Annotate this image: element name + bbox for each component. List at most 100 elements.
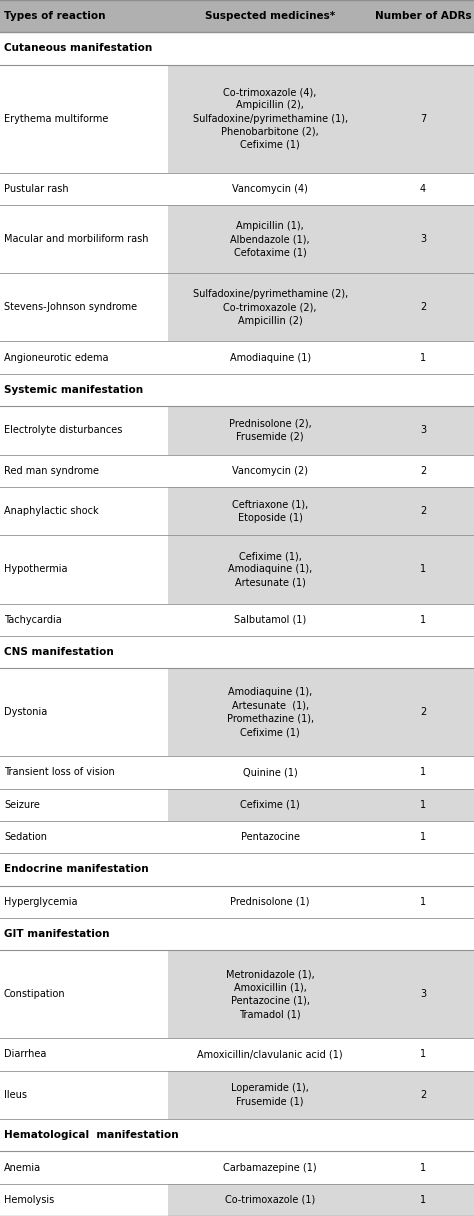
Bar (168, 756, 474, 789)
Text: Angioneurotic edema: Angioneurotic edema (4, 353, 109, 362)
Text: Number of ADRs: Number of ADRs (375, 11, 471, 21)
Text: Prednisolone (1): Prednisolone (1) (230, 896, 310, 907)
Bar (168, 274, 474, 342)
Text: Red man syndrome: Red man syndrome (4, 466, 99, 475)
Text: 2: 2 (420, 303, 426, 313)
Bar (0, 1183, 168, 1216)
Text: Cutaneous manifestation: Cutaneous manifestation (4, 44, 152, 54)
Text: Systemic manifestation: Systemic manifestation (4, 385, 143, 395)
Bar (0, 950, 168, 1038)
Bar (0, 373, 474, 406)
Text: Quinine (1): Quinine (1) (243, 767, 298, 777)
Text: 1: 1 (420, 767, 426, 777)
Bar (168, 173, 474, 204)
Text: Hyperglycemia: Hyperglycemia (4, 896, 78, 907)
Bar (0, 1152, 168, 1183)
Bar (0, 669, 168, 756)
Text: 3: 3 (420, 426, 426, 435)
Text: 2: 2 (420, 506, 426, 516)
Text: 3: 3 (420, 990, 426, 1000)
Text: 2: 2 (420, 466, 426, 475)
Text: Hypothermia: Hypothermia (4, 564, 67, 574)
Text: 1: 1 (420, 800, 426, 810)
Text: Ileus: Ileus (4, 1090, 27, 1099)
Text: CNS manifestation: CNS manifestation (4, 647, 114, 657)
Bar (168, 535, 474, 603)
Text: 1: 1 (420, 832, 426, 843)
Text: Amodiaquine (1): Amodiaquine (1) (229, 353, 311, 362)
Text: Diarrhea: Diarrhea (4, 1049, 46, 1059)
Text: 2: 2 (420, 708, 426, 717)
Text: Co-trimoxazole (1): Co-trimoxazole (1) (225, 1195, 315, 1205)
Text: Erythema multiforme: Erythema multiforme (4, 113, 109, 124)
Bar (0, 342, 168, 373)
Bar (0, 603, 168, 636)
Bar (0, 204, 168, 274)
Bar (0, 406, 168, 455)
Bar (168, 1183, 474, 1216)
Text: Types of reaction: Types of reaction (4, 11, 106, 21)
Text: Prednisolone (2),
Frusemide (2): Prednisolone (2), Frusemide (2) (229, 418, 311, 441)
Bar (168, 1152, 474, 1183)
Bar (0, 455, 168, 486)
Text: Anaphylactic shock: Anaphylactic shock (4, 506, 99, 516)
Bar (0, 173, 168, 204)
Bar (0, 486, 168, 535)
Text: Anemia: Anemia (4, 1162, 41, 1172)
Text: Suspected medicines*: Suspected medicines* (205, 11, 335, 21)
Text: Amodiaquine (1),
Artesunate  (1),
Promethazine (1),
Cefixime (1): Amodiaquine (1), Artesunate (1), Prometh… (227, 687, 314, 737)
Text: 2: 2 (420, 1090, 426, 1099)
Text: Hematological  manifestation: Hematological manifestation (4, 1130, 179, 1141)
Bar (0, 821, 168, 854)
Bar (168, 455, 474, 486)
Bar (168, 64, 474, 173)
Bar (168, 950, 474, 1038)
Bar (0, 274, 168, 342)
Bar (0, 0, 474, 33)
Text: GIT manifestation: GIT manifestation (4, 929, 109, 939)
Bar (168, 1038, 474, 1070)
Text: Macular and morbiliform rash: Macular and morbiliform rash (4, 233, 148, 244)
Bar (168, 789, 474, 821)
Text: Stevens-Johnson syndrome: Stevens-Johnson syndrome (4, 303, 137, 313)
Bar (168, 486, 474, 535)
Text: 3: 3 (420, 233, 426, 244)
Text: Metronidazole (1),
Amoxicillin (1),
Pentazocine (1),
Tramadol (1): Metronidazole (1), Amoxicillin (1), Pent… (226, 969, 315, 1019)
Text: Sedation: Sedation (4, 832, 47, 843)
Bar (168, 821, 474, 854)
Text: Seizure: Seizure (4, 800, 40, 810)
Text: 1: 1 (420, 615, 426, 625)
Text: Electrolyte disturbances: Electrolyte disturbances (4, 426, 122, 435)
Bar (0, 885, 168, 918)
Bar (0, 535, 168, 603)
Text: 7: 7 (420, 113, 426, 124)
Text: Tachycardia: Tachycardia (4, 615, 62, 625)
Bar (0, 756, 168, 789)
Bar (168, 885, 474, 918)
Bar (168, 406, 474, 455)
Text: Salbutamol (1): Salbutamol (1) (234, 615, 306, 625)
Bar (0, 789, 168, 821)
Bar (0, 636, 474, 669)
Text: Pentazocine: Pentazocine (241, 832, 300, 843)
Bar (0, 64, 168, 173)
Text: Carbamazepine (1): Carbamazepine (1) (223, 1162, 317, 1172)
Bar (168, 1070, 474, 1119)
Bar (168, 669, 474, 756)
Bar (0, 854, 474, 885)
Text: Cefixime (1),
Amodiaquine (1),
Artesunate (1): Cefixime (1), Amodiaquine (1), Artesunat… (228, 551, 312, 587)
Bar (168, 204, 474, 274)
Bar (0, 1070, 168, 1119)
Text: Ampicillin (1),
Albendazole (1),
Cefotaxime (1): Ampicillin (1), Albendazole (1), Cefotax… (230, 221, 310, 258)
Text: Hemolysis: Hemolysis (4, 1195, 54, 1205)
Text: Amoxicillin/clavulanic acid (1): Amoxicillin/clavulanic acid (1) (197, 1049, 343, 1059)
Text: Constipation: Constipation (4, 990, 65, 1000)
Text: Cefixime (1): Cefixime (1) (240, 800, 300, 810)
Text: 4: 4 (420, 184, 426, 193)
Text: Pustular rash: Pustular rash (4, 184, 69, 193)
Bar (0, 918, 474, 950)
Bar (0, 1038, 168, 1070)
Text: Vancomycin (4): Vancomycin (4) (232, 184, 308, 193)
Text: 1: 1 (420, 896, 426, 907)
Bar (168, 603, 474, 636)
